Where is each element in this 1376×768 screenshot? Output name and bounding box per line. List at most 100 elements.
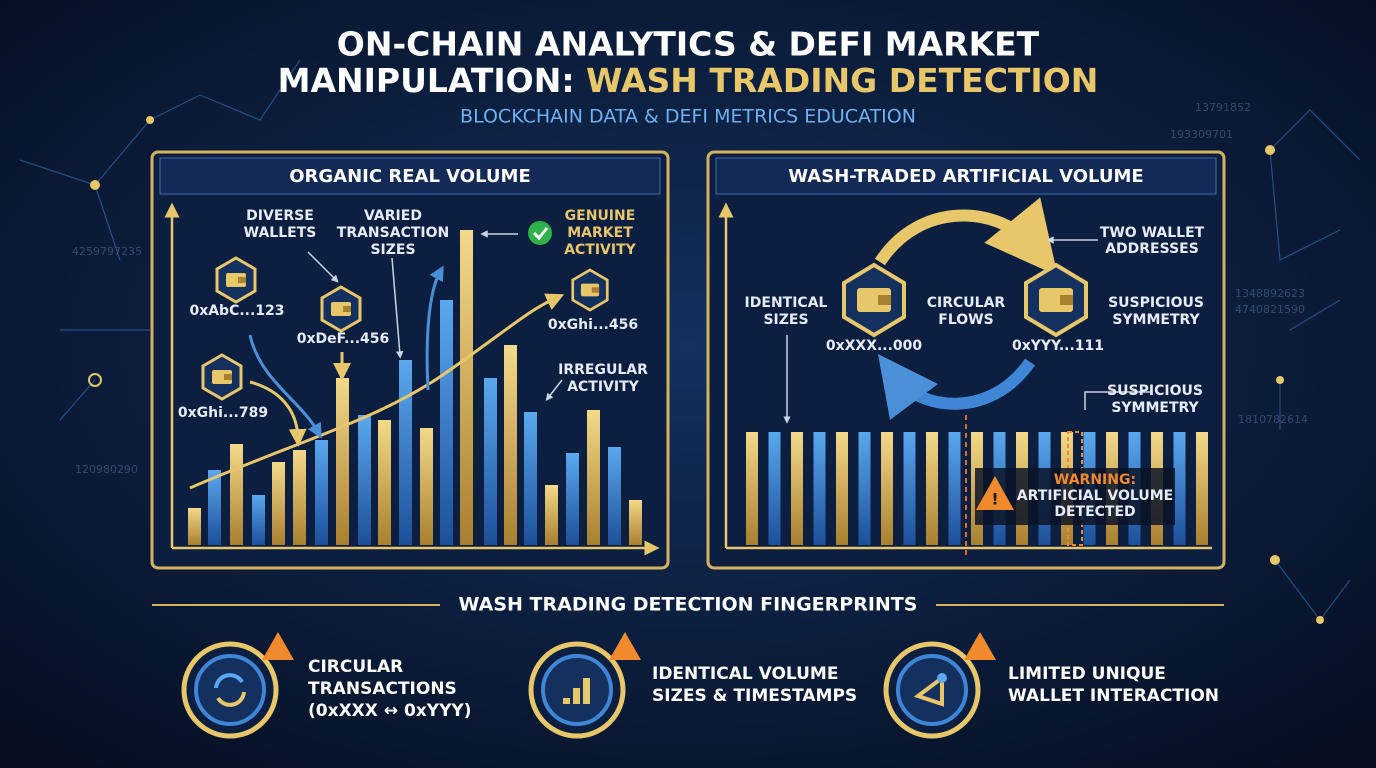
warning-glyph: !: [991, 490, 998, 509]
wallet-address: 0xYYY...111: [1012, 338, 1104, 354]
fingerprint-text: WALLET INTERACTION: [1008, 686, 1219, 706]
fingerprint-text: SIZES & TIMESTAMPS: [652, 686, 857, 706]
bar: [484, 378, 497, 545]
fingerprint-text: IDENTICAL VOLUME: [652, 664, 838, 684]
bar: [629, 500, 642, 545]
bar: [1173, 432, 1186, 545]
bar: [768, 432, 781, 545]
alert-icon: [262, 632, 294, 660]
badge-glyph: [913, 673, 947, 707]
flow-arrows: [248, 265, 444, 439]
bar: [587, 410, 600, 545]
bar: [420, 428, 433, 545]
label: SYMMETRY: [1112, 312, 1200, 328]
node-glyph: [937, 673, 947, 683]
bar: [188, 508, 201, 545]
warning-text: ARTIFICIAL VOLUME: [1017, 488, 1173, 504]
warning-text: DETECTED: [1054, 504, 1135, 520]
bar: [813, 432, 826, 545]
title: ON-CHAIN ANALYTICS & DEFI MARKET: [337, 25, 1040, 64]
wallet-icon: [201, 353, 243, 401]
decor-number: 120980290: [75, 463, 138, 476]
pointer-lines: [783, 236, 1150, 424]
panel-header: [159, 157, 661, 195]
bar: [315, 440, 328, 545]
check-mark: [532, 227, 549, 241]
alert-icon: [609, 632, 641, 660]
circular-arrow: [874, 197, 1058, 276]
label: SUSPICIOUS: [1108, 295, 1204, 311]
bar-glyph: [573, 688, 580, 704]
bar: [293, 450, 306, 545]
label: MARKET: [567, 225, 633, 241]
label: ADDRESSES: [1105, 241, 1199, 257]
decor-number: 1348892623: [1235, 287, 1305, 300]
bar: [440, 300, 453, 545]
axes: [718, 202, 1212, 550]
fingerprint-icons: [181, 632, 996, 739]
circular-arrow: [877, 354, 1035, 421]
warning-icon: [976, 476, 1014, 510]
cycle-glyph: [216, 691, 246, 707]
bar: [926, 432, 938, 545]
title-part: MANIPULATION:: [278, 61, 575, 100]
alert-icon: [964, 632, 996, 660]
label: SYMMETRY: [1111, 400, 1199, 416]
pointer-lines: [307, 230, 563, 401]
bar: [272, 462, 285, 545]
fingerprint-text: LIMITED UNIQUE: [1008, 664, 1166, 684]
bar: [791, 432, 803, 545]
bar: [252, 495, 265, 545]
panel-title: ORGANIC REAL VOLUME: [289, 166, 531, 187]
axes: [164, 202, 660, 556]
label: TRANSACTION: [337, 225, 449, 241]
decor-number: 4740821590: [1235, 303, 1305, 316]
fingerprint-text: TRANSACTIONS: [308, 679, 457, 699]
label: DIVERSE: [246, 208, 314, 224]
label: GENUINE: [565, 208, 636, 224]
warning-title: WARNING:: [1054, 472, 1136, 488]
bar-glyph: [583, 678, 590, 704]
check-icon: [528, 221, 552, 245]
label: SUSPICIOUS: [1107, 383, 1203, 399]
cycle-glyph: [214, 673, 244, 689]
decor-number: 193309701: [1170, 128, 1233, 141]
bar: [524, 412, 537, 545]
trend-curve: [189, 293, 565, 490]
decor-number: 13791852: [1195, 101, 1251, 114]
label: IRREGULAR: [558, 362, 648, 378]
bar: [208, 470, 221, 545]
bar: [460, 230, 473, 545]
wallet-icon: [1024, 263, 1088, 337]
wallet-address: 0xAbC...123: [189, 303, 284, 319]
wallet-icon: [842, 263, 906, 337]
bar: [881, 432, 893, 545]
bar: [336, 378, 349, 545]
badge-inner: [194, 654, 266, 726]
label: SIZES: [763, 312, 808, 328]
label: ACTIVITY: [564, 242, 636, 258]
warning-box: [975, 468, 1175, 525]
bar: [378, 420, 391, 545]
label: FLOWS: [938, 312, 993, 328]
bar: [230, 444, 243, 545]
wallet-icon: [215, 256, 257, 304]
fingerprint-text: CIRCULAR: [308, 657, 403, 677]
subtitle: BLOCKCHAIN DATA & DEFI METRICS EDUCATION: [460, 106, 916, 128]
label: ACTIVITY: [567, 379, 639, 395]
label: IDENTICAL: [745, 295, 828, 311]
wallet-address: 0xGhi...456: [548, 317, 638, 333]
network-nodes: [88, 116, 1324, 624]
bar: [545, 485, 558, 545]
bar: [358, 415, 371, 545]
flow-arrows: [249, 352, 351, 447]
section-title: WASH TRADING DETECTION FINGERPRINTS: [459, 594, 918, 616]
bar: [608, 447, 621, 545]
decor-number: 4259797235: [72, 245, 142, 258]
label: WALLETS: [244, 225, 317, 241]
label: VARIED: [364, 208, 422, 224]
wallet-icon: [571, 268, 609, 312]
